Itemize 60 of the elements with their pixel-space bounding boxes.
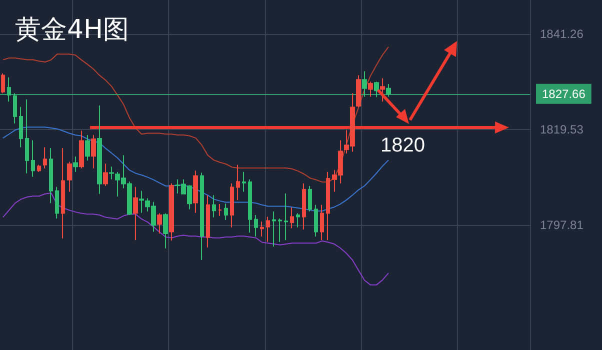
candlestick bbox=[368, 81, 373, 98]
candlestick bbox=[242, 171, 246, 192]
candlestick bbox=[91, 134, 96, 169]
candlestick bbox=[236, 164, 240, 201]
candlestick bbox=[133, 186, 138, 241]
y-tick-label: 1797.81 bbox=[540, 218, 584, 232]
line-series bbox=[2, 192, 389, 286]
candlestick bbox=[1, 72, 5, 94]
candlestick bbox=[73, 156, 78, 172]
candlestick bbox=[266, 216, 270, 242]
candlestick bbox=[380, 78, 385, 102]
candlestick bbox=[224, 203, 228, 220]
candlestick bbox=[79, 130, 84, 169]
candlestick bbox=[109, 166, 114, 180]
candlestick bbox=[49, 148, 53, 204]
candlestick bbox=[103, 163, 108, 186]
candlestick bbox=[362, 70, 367, 98]
candlestick bbox=[290, 207, 294, 229]
candlestick bbox=[356, 74, 361, 108]
candlestick bbox=[254, 214, 258, 238]
candlestick bbox=[206, 194, 210, 248]
candlestick bbox=[296, 212, 300, 228]
candlestick bbox=[13, 92, 17, 124]
candlestick bbox=[308, 185, 312, 212]
candlestick bbox=[61, 148, 65, 239]
candlestick bbox=[55, 186, 59, 220]
candlestick bbox=[85, 134, 90, 161]
y-tick-label: 1819.53 bbox=[540, 122, 584, 137]
candlestick bbox=[230, 182, 234, 228]
candlestick bbox=[272, 210, 276, 248]
candlestick bbox=[163, 212, 168, 249]
candlestick bbox=[139, 190, 144, 214]
candlestick bbox=[212, 194, 216, 218]
candlestick bbox=[320, 204, 324, 241]
candlestick bbox=[218, 204, 222, 216]
candlestick bbox=[193, 170, 198, 214]
candlestick bbox=[278, 218, 282, 242]
candlestick bbox=[97, 105, 102, 194]
candlestick bbox=[25, 98, 29, 174]
candlestick bbox=[374, 81, 379, 98]
y-tick-label: 1841.26 bbox=[540, 27, 584, 42]
candlestick bbox=[157, 212, 162, 234]
candlestick bbox=[7, 76, 11, 102]
candlestick bbox=[169, 182, 174, 242]
candlestick bbox=[260, 221, 264, 238]
candlestick bbox=[302, 182, 306, 230]
candlestick bbox=[19, 106, 23, 148]
ref-line-label: 1827.66 bbox=[542, 86, 586, 101]
candlestick bbox=[386, 83, 391, 98]
candlestick bbox=[314, 204, 318, 238]
candlestick bbox=[43, 146, 47, 169]
candlestick bbox=[37, 164, 41, 172]
legend-label: 1820 bbox=[380, 134, 425, 157]
candlestick bbox=[284, 192, 288, 241]
candlestick bbox=[326, 171, 330, 241]
candlestick bbox=[67, 161, 72, 192]
candlestick bbox=[200, 172, 204, 260]
text: 黄金4H图 bbox=[15, 15, 130, 45]
candlestick bbox=[31, 140, 35, 178]
candlestick bbox=[248, 178, 252, 234]
